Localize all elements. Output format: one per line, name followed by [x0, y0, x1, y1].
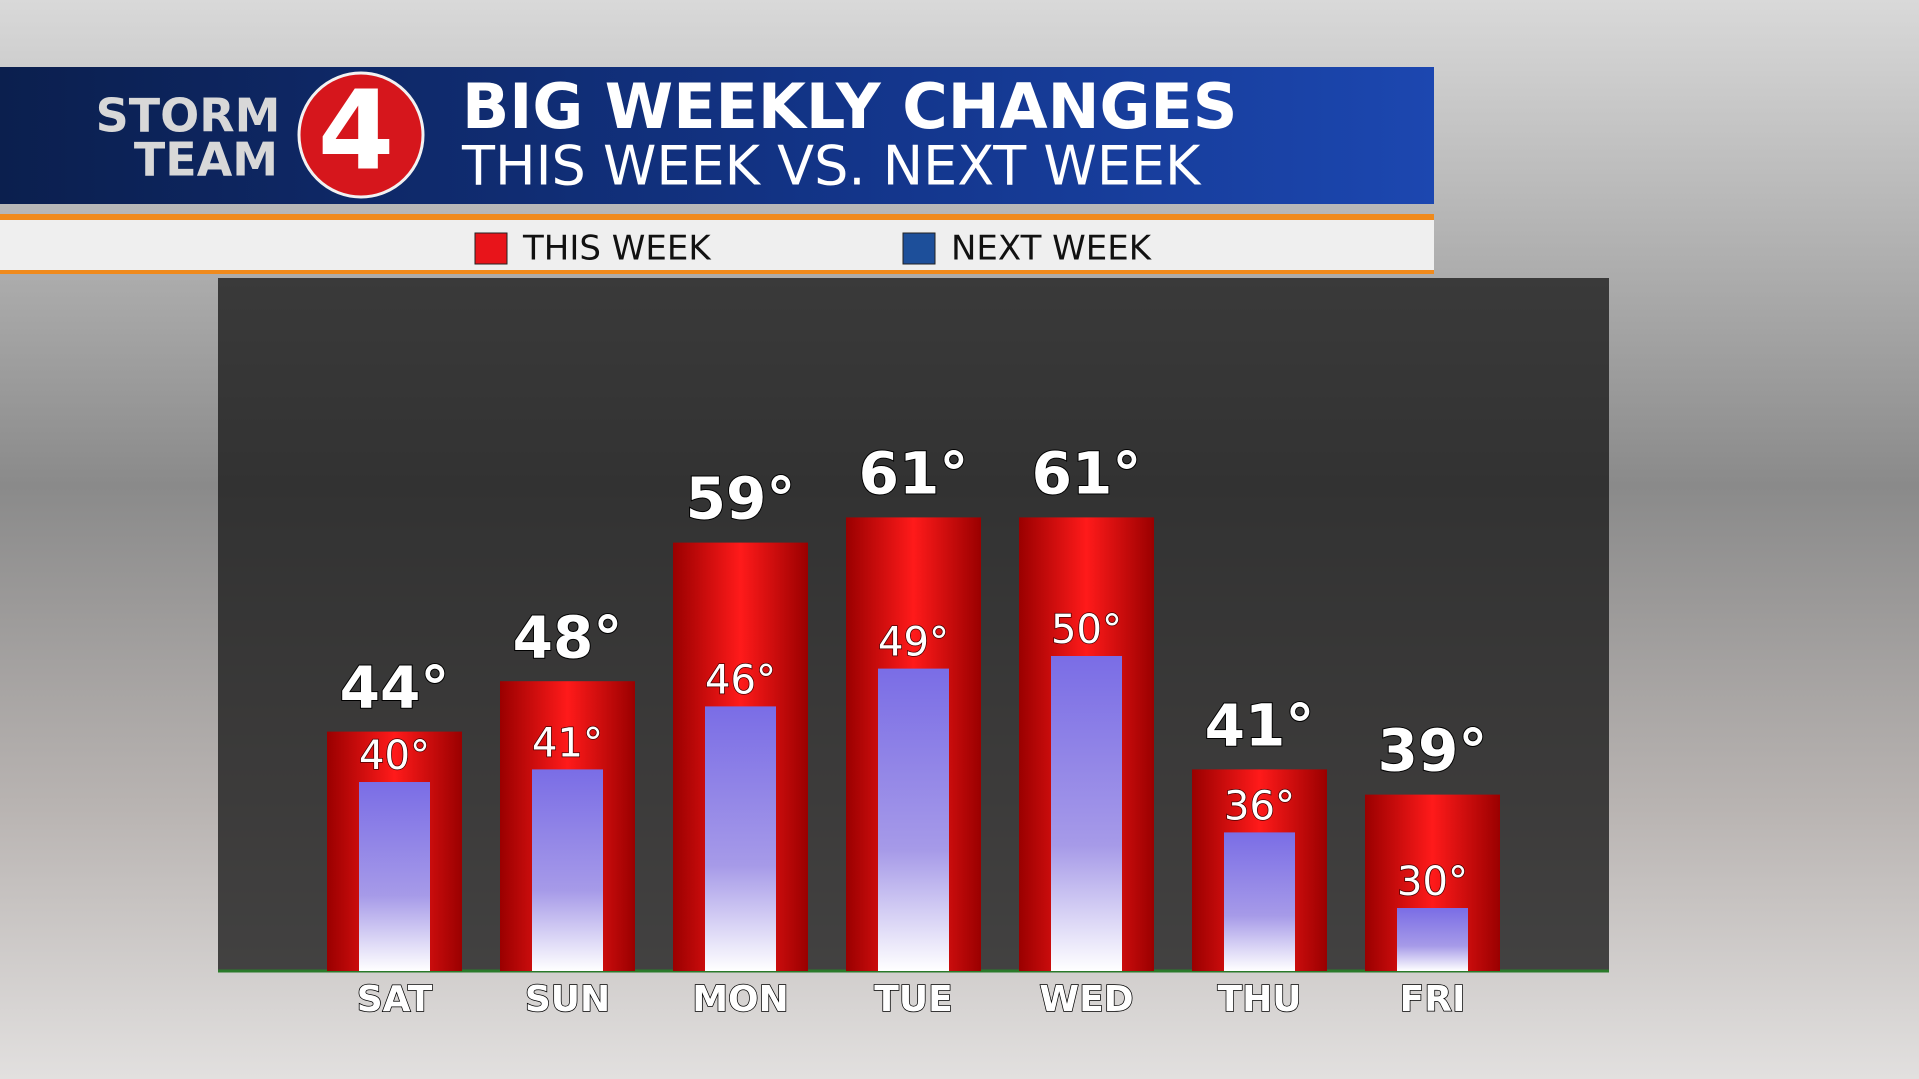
logo-text: STORM	[96, 89, 281, 143]
legend-band	[0, 220, 1434, 272]
value-label: 41°	[1205, 692, 1315, 760]
value-label: 50°	[1051, 607, 1122, 653]
chart-title: BIG WEEKLY CHANGES	[462, 70, 1237, 143]
value-label: 39°	[1378, 717, 1488, 785]
bar-next-week	[532, 769, 603, 971]
chart-subtitle: THIS WEEK VS. NEXT WEEK	[461, 135, 1202, 198]
x-tick-label: SUN	[525, 979, 610, 1020]
legend: THIS WEEK NEXT WEEK	[474, 229, 1153, 269]
value-label: 30°	[1397, 859, 1468, 905]
logo-number: 4	[318, 66, 395, 194]
value-label: 44°	[340, 654, 450, 722]
x-tick-label: MON	[692, 979, 789, 1020]
x-tick-label: SAT	[357, 979, 433, 1020]
legend-swatch	[902, 232, 936, 265]
value-label: 61°	[1032, 440, 1142, 508]
header-stripe	[0, 214, 1434, 220]
value-label: 46°	[705, 657, 776, 703]
bar-next-week	[878, 668, 949, 971]
logo-text: TEAM	[134, 133, 278, 187]
x-tick-label: WED	[1039, 979, 1133, 1020]
bar-next-week	[705, 706, 776, 971]
bar-next-week	[359, 782, 430, 971]
logo-circle	[297, 71, 425, 199]
bar-next-week	[1224, 832, 1295, 971]
value-label: 41°	[532, 720, 603, 766]
value-label: 61°	[859, 440, 969, 508]
bar-next-week	[1397, 908, 1468, 971]
x-tick-label: FRI	[1400, 979, 1466, 1020]
x-tick-label: TUE	[874, 979, 952, 1020]
legend-label: NEXT WEEK	[951, 229, 1153, 269]
legend-stripe	[0, 270, 1434, 274]
bar-next-week	[1051, 656, 1122, 971]
value-label: 36°	[1224, 783, 1295, 829]
value-label: 40°	[359, 733, 430, 779]
x-tick-label: THU	[1218, 979, 1302, 1020]
value-label: 49°	[878, 620, 949, 666]
legend-swatch	[474, 232, 508, 265]
legend-label: THIS WEEK	[522, 229, 712, 269]
value-label: 48°	[513, 603, 623, 671]
header-band	[0, 67, 1434, 204]
value-label: 59°	[686, 465, 796, 533]
